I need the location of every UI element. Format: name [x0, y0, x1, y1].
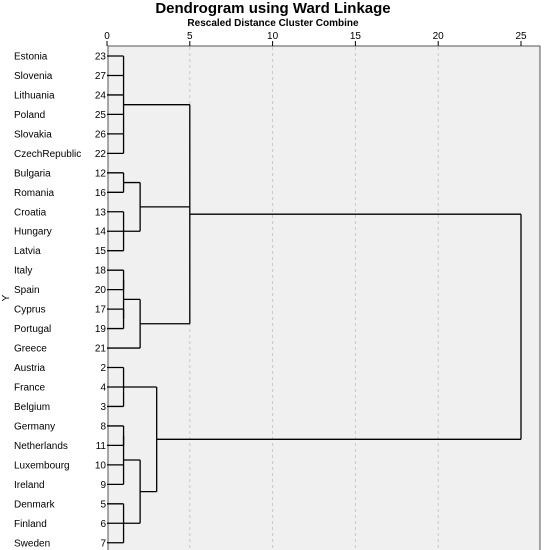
leaf-label-17: Cyprus — [14, 305, 46, 316]
leaf-label-11: Netherlands — [14, 441, 68, 452]
leaf-label-25: Poland — [14, 110, 45, 121]
leaf-id-24: 24 — [95, 90, 107, 101]
leaf-label-2: Austria — [14, 363, 46, 374]
leaf-id-20: 20 — [95, 285, 107, 296]
leaf-label-20: Spain — [14, 285, 40, 296]
leaf-id-19: 19 — [95, 324, 107, 335]
leaf-id-7: 7 — [100, 538, 106, 549]
leaf-label-23: Estonia — [14, 52, 48, 63]
leaf-id-27: 27 — [95, 71, 107, 82]
x-tick-label-20: 20 — [433, 31, 445, 42]
leaf-id-14: 14 — [95, 227, 107, 238]
leaf-id-5: 5 — [100, 499, 106, 510]
leaf-label-26: Slovakia — [14, 129, 52, 140]
leaf-label-19: Portugal — [14, 324, 51, 335]
x-tick-label-15: 15 — [350, 31, 362, 42]
x-tick-label-0: 0 — [104, 31, 110, 42]
leaf-label-7: Sweden — [14, 538, 50, 549]
chart-title: Dendrogram using Ward Linkage — [155, 0, 391, 17]
x-tick-label-25: 25 — [515, 31, 527, 42]
leaf-id-22: 22 — [95, 149, 107, 160]
leaf-id-4: 4 — [100, 382, 106, 393]
y-axis-label: Y — [1, 294, 12, 301]
leaf-id-25: 25 — [95, 110, 107, 121]
leaf-label-24: Lithuania — [14, 90, 55, 101]
leaf-label-13: Croatia — [14, 207, 47, 218]
x-tick-label-10: 10 — [267, 31, 279, 42]
leaf-label-9: Ireland — [14, 480, 45, 491]
chart-subtitle: Rescaled Distance Cluster Combine — [187, 18, 359, 29]
leaf-id-8: 8 — [100, 421, 106, 432]
leaf-label-10: Luxembourg — [14, 460, 70, 471]
leaf-label-5: Denmark — [14, 499, 56, 510]
leaf-id-10: 10 — [95, 460, 107, 471]
leaf-id-15: 15 — [95, 246, 107, 257]
leaf-id-17: 17 — [95, 305, 107, 316]
leaf-label-18: Italy — [14, 266, 32, 277]
dendrogram-lines — [107, 55, 522, 544]
plot-area — [107, 45, 541, 550]
x-axis-ticks: 0 5 10 15 20 25 — [104, 31, 527, 46]
x-tick-label-5: 5 — [187, 31, 193, 42]
leaf-id-23: 23 — [95, 52, 107, 63]
leaf-id-9: 9 — [100, 480, 106, 491]
leaf-id-13: 13 — [95, 207, 107, 218]
leaf-id-18: 18 — [95, 266, 107, 277]
leaf-id-21: 21 — [95, 344, 107, 355]
leaf-label-16: Romania — [14, 188, 54, 199]
leaf-id-2: 2 — [100, 363, 106, 374]
leaf-label-8: Germany — [14, 421, 55, 432]
leaf-label-4: France — [14, 382, 46, 393]
leaf-label-15: Latvia — [14, 246, 41, 257]
leaf-label-27: Slovenia — [14, 71, 53, 82]
leaf-id-26: 26 — [95, 129, 107, 140]
leaf-label-21: Greece — [14, 344, 47, 355]
leaf-label-6: Finland — [14, 519, 47, 530]
leaf-id-16: 16 — [95, 188, 107, 199]
leaf-id-11: 11 — [96, 441, 107, 452]
leaf-label-14: Hungary — [14, 227, 52, 238]
leaf-label-3: Belgium — [14, 402, 50, 413]
leaf-id-3: 3 — [100, 402, 106, 413]
leaf-label-22: CzechRepublic — [14, 149, 81, 160]
leaf-id-12: 12 — [95, 168, 107, 179]
leaf-label-12: Bulgaria — [14, 168, 51, 179]
leaf-id-6: 6 — [100, 519, 106, 530]
